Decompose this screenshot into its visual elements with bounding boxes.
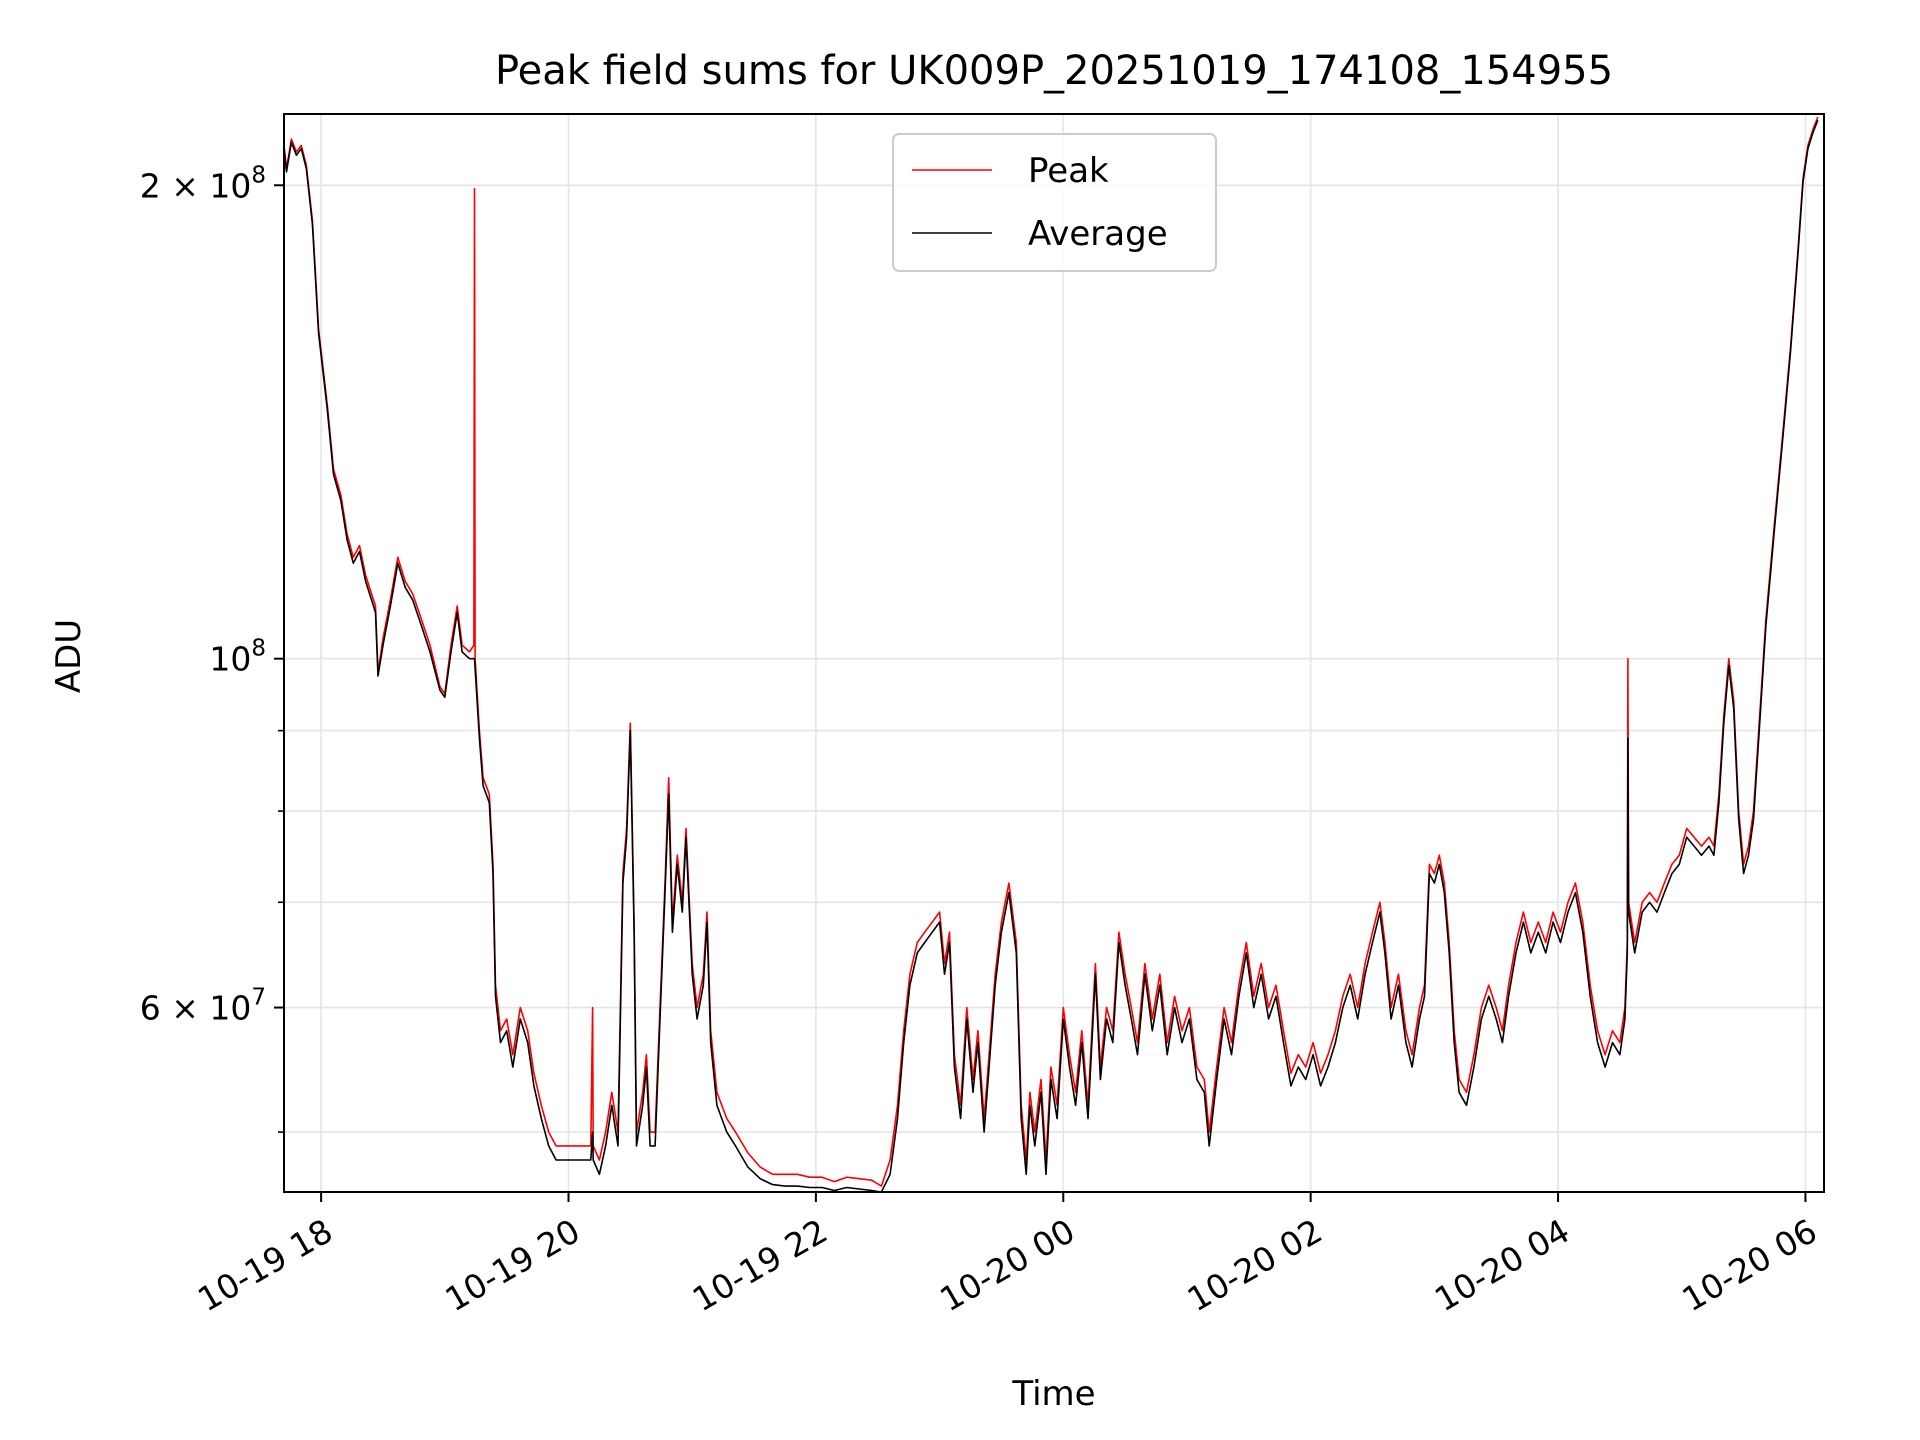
x-axis-label: Time <box>1011 1374 1095 1414</box>
chart-title: Peak field sums for UK009P_20251019_1741… <box>495 48 1613 94</box>
plot-frame <box>283 113 1825 1193</box>
legend-box <box>892 133 1217 272</box>
legend: Peak Average <box>892 133 1217 272</box>
y-tick-label: 6 × 107 <box>140 985 266 1028</box>
y-tick-label: 2 × 108 <box>140 162 266 205</box>
series-line-average <box>284 119 1819 1192</box>
y-tick-label: 108 <box>209 636 266 679</box>
series-line-peak <box>284 116 1819 1187</box>
series-layer <box>284 116 1819 1192</box>
legend-label-average: Average <box>1028 214 1168 254</box>
y-axis-label: ADU <box>49 619 89 693</box>
legend-label-peak: Peak <box>1028 151 1109 191</box>
